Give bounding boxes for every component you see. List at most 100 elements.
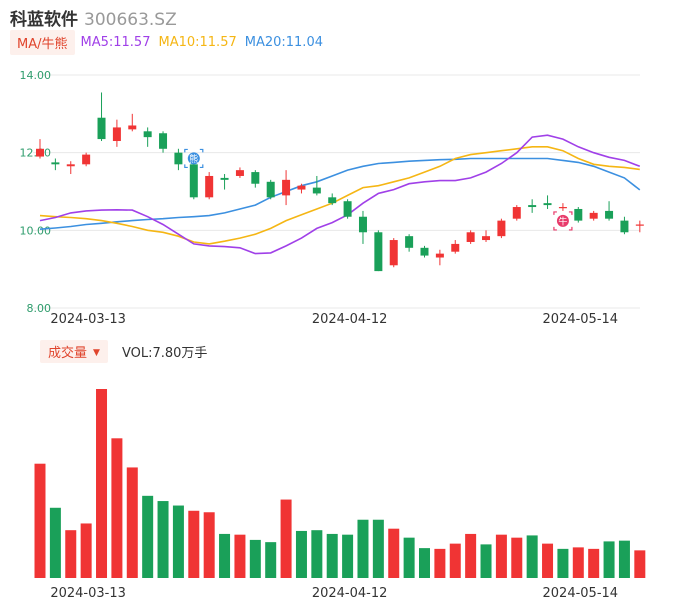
badge-corner	[184, 164, 188, 169]
candle	[435, 249, 444, 266]
volume-bar	[249, 539, 261, 578]
candle-body	[482, 236, 491, 241]
candle-body	[97, 117, 106, 140]
volume-bar	[372, 519, 384, 578]
badge-corner	[553, 226, 557, 231]
x-tick-label: 2024-04-12	[312, 586, 388, 601]
signal-badge: 熊	[184, 148, 204, 169]
volume-bar	[188, 510, 200, 578]
y-tick-label: 8.00	[27, 302, 52, 315]
candle-body	[36, 148, 44, 157]
badge-circle	[556, 214, 569, 227]
volume-bar	[480, 544, 492, 578]
volume-bar	[265, 542, 277, 578]
candle-body	[282, 179, 291, 196]
candle-body	[328, 197, 337, 204]
badge-corner	[568, 211, 573, 215]
candle	[312, 175, 321, 196]
candle-body	[159, 133, 168, 149]
candle-body	[574, 208, 583, 221]
badge-corner	[184, 148, 188, 153]
volume-bar	[465, 533, 477, 578]
badge-corner	[199, 164, 204, 169]
candle-body	[297, 185, 306, 190]
candle-body	[635, 224, 644, 226]
candle	[358, 210, 367, 244]
candle	[374, 230, 383, 272]
candle	[558, 203, 567, 211]
volume-indicator-tab[interactable]: 成交量 ▼	[40, 339, 108, 363]
volume-bar	[603, 541, 615, 578]
candle	[66, 161, 75, 175]
candle	[543, 195, 552, 209]
candle-body	[420, 247, 429, 256]
candle-body	[512, 207, 521, 219]
volume-bar	[142, 495, 154, 578]
badge-corner	[199, 148, 204, 153]
candle	[605, 201, 614, 221]
candle	[482, 230, 491, 242]
volume-bar	[588, 548, 600, 578]
x-tick-label: 2024-03-13	[50, 586, 126, 601]
candle	[405, 234, 414, 252]
caret-down-icon: ▼	[93, 348, 100, 358]
candle	[635, 220, 644, 233]
candle	[251, 170, 260, 188]
stock-name: 科蓝软件	[10, 10, 78, 30]
candle-body	[189, 164, 198, 198]
ma20-value: MA20:11.04	[244, 34, 323, 50]
ma-indicator-tab[interactable]: MA/牛熊	[10, 29, 75, 55]
candle-body	[220, 177, 229, 180]
y-tick-label: 10.00	[20, 224, 52, 237]
ma5-line	[39, 134, 641, 255]
candle-body	[497, 220, 506, 237]
volume-bar	[449, 543, 461, 578]
candle-body	[312, 187, 321, 194]
candle-body	[605, 210, 614, 219]
candle-body	[543, 203, 552, 206]
candle-body	[528, 205, 537, 208]
volume-bar	[495, 534, 507, 578]
candle	[512, 205, 521, 221]
candle	[82, 152, 91, 167]
volume-bar	[65, 530, 77, 578]
volume-bar	[419, 548, 430, 578]
candle	[266, 179, 275, 200]
candle-body	[389, 240, 398, 266]
candle	[451, 240, 460, 254]
badge-text: 熊	[189, 153, 198, 165]
candle	[328, 193, 337, 206]
candle-body	[251, 172, 260, 184]
ma-legend: MA/牛熊 MA5:11.57 MA10:11.57 MA20:11.04	[10, 29, 331, 55]
x-tick-label: 2024-04-12	[312, 312, 388, 327]
volume-legend: 成交量 ▼ VOL:7.80万手	[40, 339, 207, 363]
candle	[620, 216, 629, 235]
volume-bar	[219, 533, 231, 578]
volume-bar	[542, 543, 554, 578]
volume-bar	[557, 548, 569, 578]
candle	[128, 113, 137, 132]
candle	[282, 170, 291, 206]
volume-bar	[511, 537, 523, 578]
candle-body	[205, 175, 214, 198]
volume-bar	[172, 505, 184, 578]
badge-corner	[568, 226, 573, 231]
signal-badge: 牛	[553, 211, 573, 231]
volume-bar	[572, 547, 584, 578]
candle-body	[558, 207, 567, 209]
volume-bar	[157, 501, 169, 578]
volume-bar	[49, 507, 61, 578]
candle	[159, 131, 168, 153]
candle-body	[128, 125, 137, 130]
ma10-value: MA10:11.57	[158, 34, 237, 50]
candle-body	[405, 236, 414, 248]
candle-body	[589, 212, 598, 219]
candle	[466, 230, 475, 244]
candle	[220, 174, 229, 190]
volume-tab-label: 成交量	[48, 345, 88, 361]
volume-bar	[96, 389, 108, 578]
volume-bar	[326, 533, 338, 578]
ma20-line	[39, 157, 641, 230]
candle	[97, 92, 106, 142]
